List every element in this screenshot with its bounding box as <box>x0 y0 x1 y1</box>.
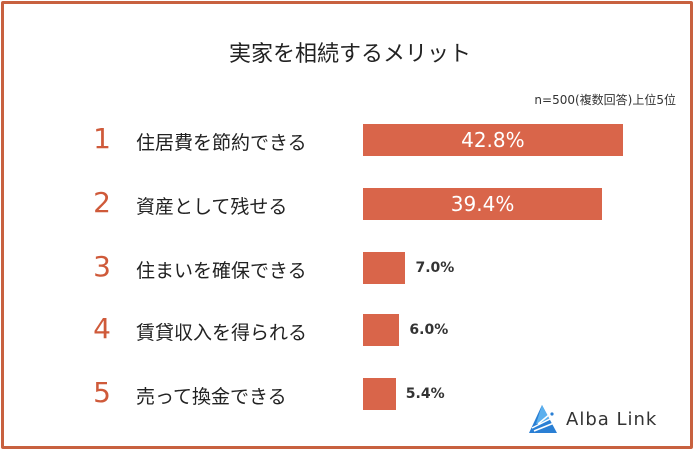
bar-row: 2 資産として残せる 39.4% <box>0 184 700 224</box>
chart-frame <box>1 1 693 449</box>
chart-title: 実家を相続するメリット <box>228 42 471 67</box>
logo-text: Alba Link <box>566 408 658 430</box>
bar-row: 4 賃貸収入を得られる 6.0% <box>0 310 700 350</box>
alba-link-logo: Alba Link <box>528 404 657 434</box>
bar-row: 5 売って換金できる 5.4% <box>0 374 700 414</box>
value-label: 6.0% <box>409 322 449 338</box>
sample-note: n=500(複数回答)上位5位 <box>534 93 676 107</box>
value-label: 5.4% <box>405 386 445 402</box>
bar <box>363 252 406 284</box>
bar-row: 3 住まいを確保できる 7.0% <box>0 248 700 288</box>
rank-number: 1 <box>93 122 111 155</box>
bar <box>363 378 396 410</box>
bar <box>363 124 623 156</box>
value-label: 42.8% <box>461 128 525 152</box>
bar-row: 1 住居費を節約できる 42.8% <box>0 120 700 160</box>
alba-link-logo-icon <box>529 405 557 433</box>
category-label: 売って換金できる <box>136 386 287 408</box>
category-label: 資産として残せる <box>136 196 288 218</box>
rank-number: 2 <box>93 186 111 219</box>
rank-number: 3 <box>93 250 111 283</box>
value-label: 39.4% <box>450 192 515 216</box>
category-label: 住居費を節約できる <box>136 132 307 154</box>
value-label: 7.0% <box>415 260 455 276</box>
rank-number: 4 <box>93 312 111 345</box>
bar <box>363 314 400 346</box>
rank-number: 5 <box>93 376 111 409</box>
category-label: 賃貸収入を得られる <box>136 322 308 344</box>
bar <box>363 188 603 220</box>
category-label: 住まいを確保できる <box>136 260 307 282</box>
